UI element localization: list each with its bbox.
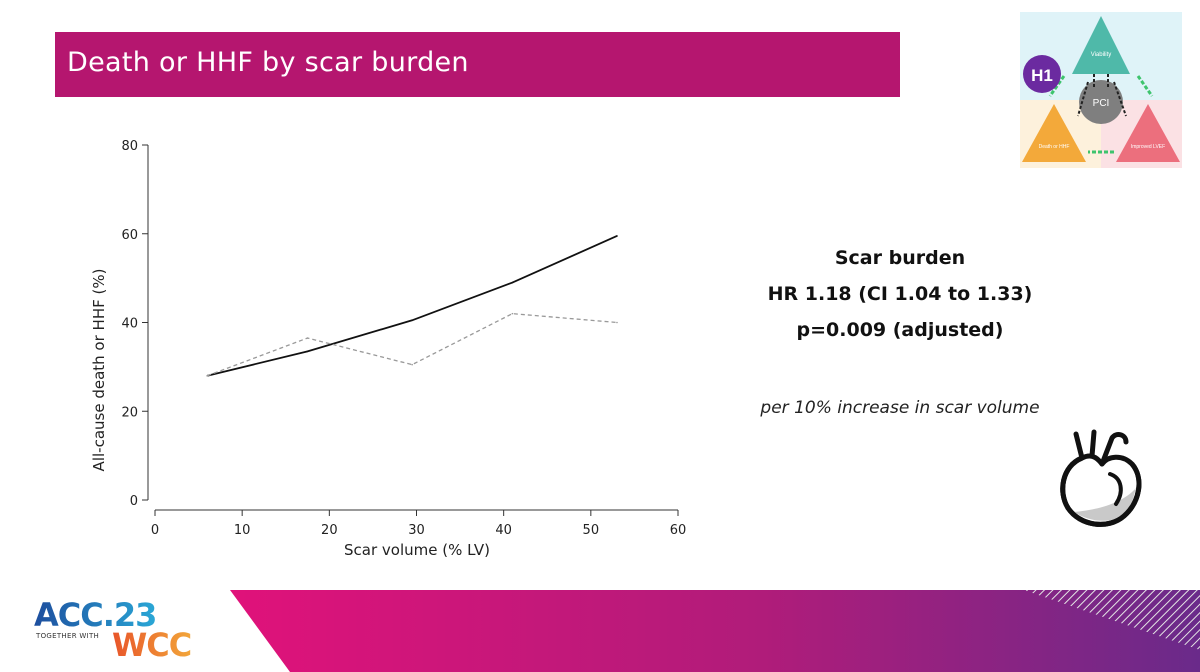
title-bar: Death or HHF by scar burden [55,32,900,97]
y-tick-label: 80 [121,139,138,154]
line-chart: 0 20 40 60 80 0 10 20 30 40 50 60 Scar volume (% LV… [90,139,686,559]
y-axis-label: All-cause death or HHF (%) [90,269,108,472]
series-1-point [411,319,413,322]
series-1-point [616,235,618,237]
series-2-point [511,312,514,315]
y-tick-label: 40 [121,317,138,332]
series-line-1 [207,235,618,377]
series-1-point [306,350,309,353]
series-line-2 [207,312,618,377]
increment-note: per 10% increase in scar volume [760,398,1040,418]
slide-title: Death or HHF by scar burden [67,47,469,78]
series-2-point [411,363,413,366]
brand-together: TOGETHER WITH [36,632,100,640]
logo-badge: H1 [1031,66,1053,85]
chart-series-layer [206,235,618,377]
brand-acc: ACC.23 [34,596,157,634]
x-tick-label: 20 [321,523,338,538]
x-tick-label: 10 [234,523,251,538]
stats-heading: Scar burden [834,247,966,269]
y-tick-label: 60 [121,228,138,243]
x-tick-label: 40 [495,523,512,538]
x-tick-label: 30 [408,523,425,538]
x-tick-label: 0 [151,523,159,538]
series-1-point [511,281,514,284]
stats-block: Scar burden HR 1.18 (CI 1.04 to 1.33) p=… [760,244,1040,352]
hazard-ratio: HR 1.18 (CI 1.04 to 1.33) [767,283,1033,305]
x-tick-label: 60 [670,523,687,538]
hypothesis-logo: Viability Death or HHF Improved LVEF PCI… [1020,12,1182,168]
series-2-point [616,321,618,324]
heart-icon [1060,429,1142,527]
series-2-point [206,374,209,377]
series-2-point [306,337,309,339]
y-tick-label: 20 [121,405,138,420]
x-axis-label: Scar volume (% LV) [344,541,490,559]
logo-left-label: Death or HHF [1039,144,1070,150]
chart-axes: 0 20 40 60 80 0 10 20 30 40 50 60 [121,139,686,538]
y-tick-label: 0 [130,494,138,509]
p-value: p=0.009 (adjusted) [796,319,1004,341]
bottom-band [230,590,1200,672]
logo-center-label: PCI [1093,98,1110,109]
logo-right-label: Improved LVEF [1131,144,1165,150]
x-tick-label: 50 [583,523,600,538]
brand-logo: ACC.23 TOGETHER WITH WCC [34,596,234,666]
logo-top-label: Viability [1091,52,1112,58]
brand-wcc: WCC [112,626,192,664]
